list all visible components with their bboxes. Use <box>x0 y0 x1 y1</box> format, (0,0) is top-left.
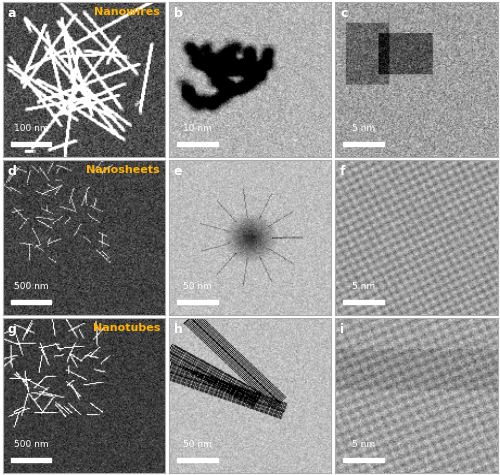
Text: Nanosheets: Nanosheets <box>86 165 160 175</box>
Text: h: h <box>174 323 182 336</box>
Text: d: d <box>8 165 16 178</box>
Text: Nanotubes: Nanotubes <box>92 323 160 333</box>
FancyBboxPatch shape <box>177 458 218 462</box>
Text: Nanowires: Nanowires <box>94 7 160 17</box>
FancyBboxPatch shape <box>10 142 51 146</box>
Text: b: b <box>174 7 182 20</box>
Text: 50 nm: 50 nm <box>183 440 212 449</box>
Text: a: a <box>8 7 16 20</box>
Text: i: i <box>340 323 344 336</box>
Text: 500 nm: 500 nm <box>14 283 48 292</box>
FancyBboxPatch shape <box>344 300 384 304</box>
Text: 50 nm: 50 nm <box>183 283 212 292</box>
FancyBboxPatch shape <box>177 142 218 146</box>
FancyBboxPatch shape <box>10 458 51 462</box>
FancyBboxPatch shape <box>177 300 218 304</box>
Text: g: g <box>8 323 16 336</box>
Text: 5 nm: 5 nm <box>352 440 375 449</box>
Text: 5 nm: 5 nm <box>352 283 375 292</box>
FancyBboxPatch shape <box>344 458 384 462</box>
Text: c: c <box>340 7 347 20</box>
FancyBboxPatch shape <box>10 300 51 304</box>
Text: 10 nm: 10 nm <box>183 124 212 133</box>
FancyBboxPatch shape <box>344 142 384 146</box>
Text: e: e <box>174 165 182 178</box>
Text: 500 nm: 500 nm <box>14 440 48 449</box>
Text: 5 nm: 5 nm <box>352 124 375 133</box>
Text: f: f <box>340 165 345 178</box>
Text: 100 nm: 100 nm <box>14 124 48 133</box>
